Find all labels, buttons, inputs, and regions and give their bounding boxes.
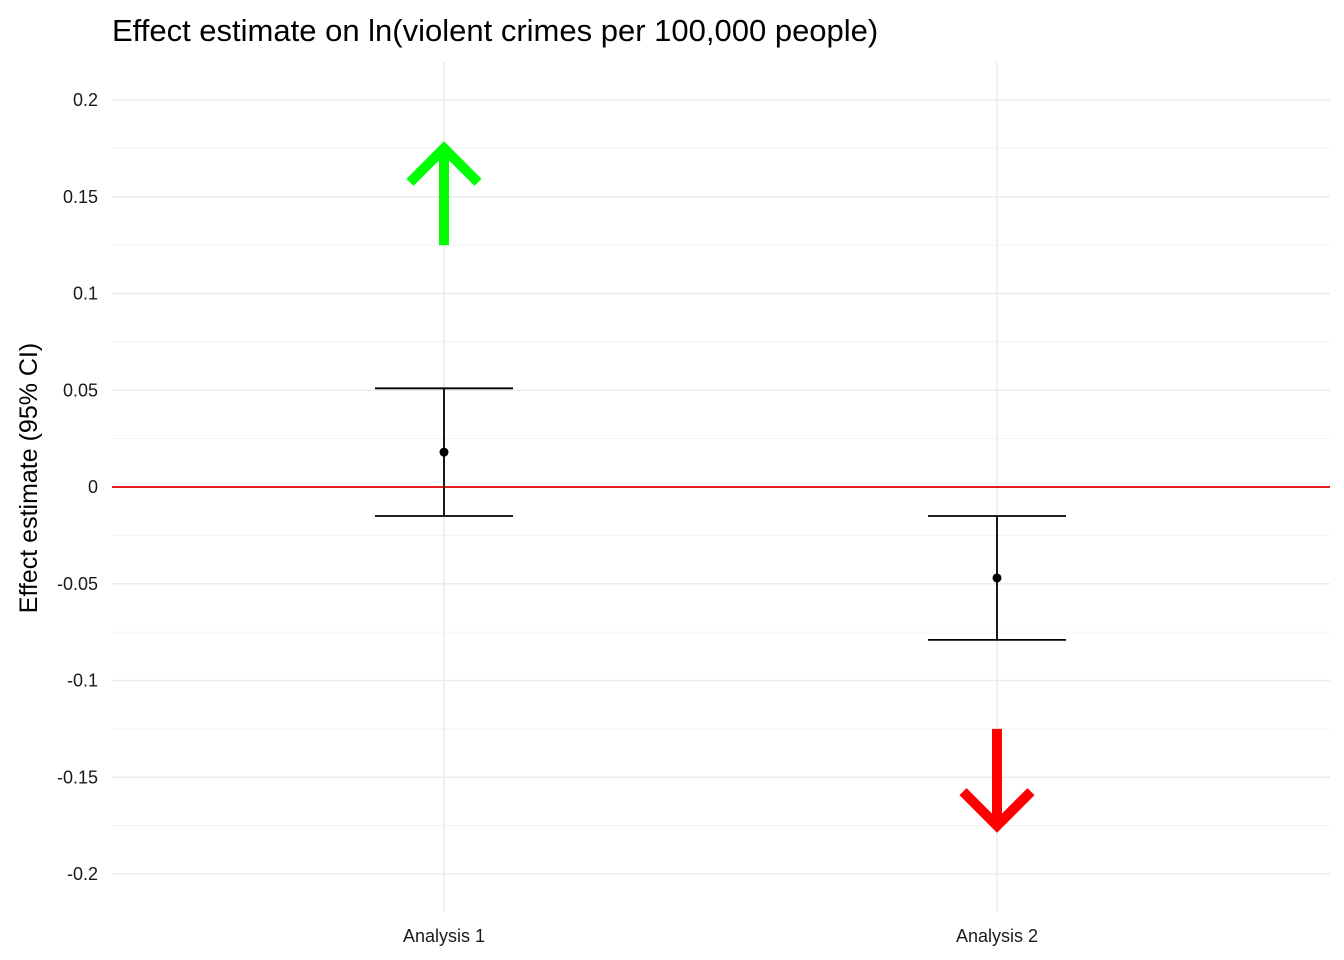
y-tick-label: 0.05: [63, 380, 98, 400]
y-axis-ticks: 0.2 0.15 0.1 0.05 0 -0.05 -0.1 -0.15 -0.2: [57, 90, 98, 884]
chart-title: Effect estimate on ln(violent crimes per…: [112, 13, 878, 48]
down-arrow-head: [959, 788, 1035, 833]
y-tick-label: 0.15: [63, 187, 98, 207]
y-tick-label: 0: [88, 477, 98, 497]
y-tick-label: -0.1: [67, 671, 98, 691]
up-arrow-head: [406, 141, 482, 186]
y-axis-label: Effect estimate (95% CI): [15, 343, 43, 613]
error-bars: [375, 387, 1066, 641]
y-tick-label: -0.15: [57, 767, 98, 787]
x-tick-label: Analysis 2: [956, 926, 1038, 946]
y-tick-label: -0.2: [67, 864, 98, 884]
point-estimate: [992, 573, 1002, 583]
x-tick-label: Analysis 1: [403, 926, 485, 946]
direction-arrows: [406, 141, 1035, 833]
x-axis-ticks: Analysis 1 Analysis 2: [403, 926, 1038, 946]
y-tick-label: 0.1: [73, 284, 98, 304]
y-tick-label: -0.05: [57, 574, 98, 594]
point-estimate: [439, 447, 449, 457]
y-tick-label: 0.2: [73, 90, 98, 110]
